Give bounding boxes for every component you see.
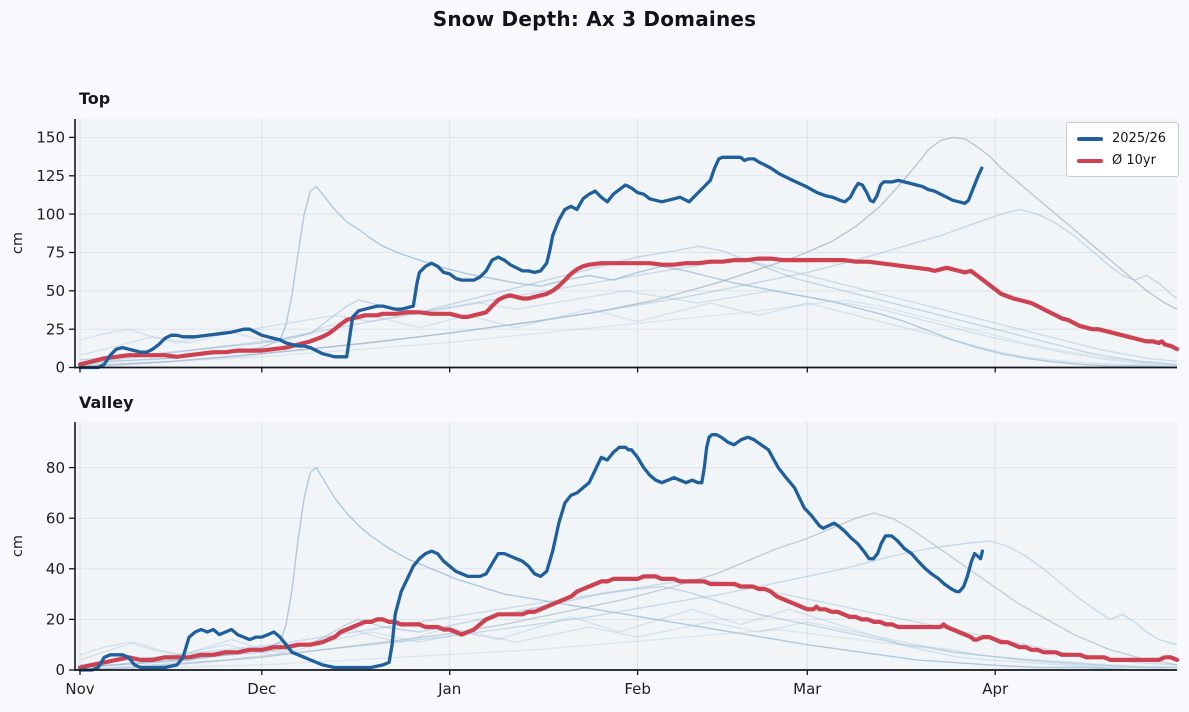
legend-label-10yr-average: Ø 10yr — [1112, 153, 1156, 168]
top-y-tick-label: 75 — [46, 244, 65, 262]
legend-item-2025-26: 2025/26 — [1077, 131, 1166, 146]
valley-panel-background — [75, 422, 1177, 670]
top-history-line — [79, 302, 1178, 367]
x-tick-label: Nov — [65, 680, 94, 698]
x-tick-label: Apr — [982, 680, 1009, 698]
valley-history-line — [79, 608, 1177, 669]
chart-title: Snow Depth: Ax 3 Domaines — [432, 7, 757, 31]
top-y-tick-label: 100 — [36, 205, 65, 223]
valley-gridlines — [75, 422, 1177, 670]
top-y-tick-label: 0 — [55, 359, 65, 377]
top-y-tick-label: 50 — [46, 282, 65, 300]
valley-y-tick-label: 0 — [55, 661, 65, 679]
legend-line-swatch-10yr-average — [1077, 158, 1103, 163]
legend: 2025/26 Ø 10yr — [1066, 122, 1180, 177]
top-history-line — [79, 245, 1178, 366]
valley-history-line — [79, 466, 1177, 671]
top-history-line — [79, 299, 1178, 367]
valley-history-line — [79, 540, 1178, 671]
y-axis-label-top: cm — [10, 231, 26, 255]
subplot-title-valley: Valley — [79, 393, 134, 412]
x-tick-label: Dec — [247, 680, 276, 698]
x-tick-label: Mar — [793, 680, 822, 698]
top-y-tick-label: 125 — [36, 167, 65, 185]
top-series-average — [77, 256, 1180, 367]
valley-history-line — [79, 578, 1178, 666]
top-history-line — [79, 208, 1178, 369]
valley-history-line — [79, 512, 1178, 671]
valley-history-line — [79, 628, 1178, 671]
legend-line-swatch-2025-26 — [1077, 136, 1103, 141]
top-series-current — [78, 155, 984, 370]
valley-y-tick-label: 20 — [46, 611, 65, 629]
top-history-lines — [79, 136, 1178, 369]
top-history-line — [79, 259, 1178, 364]
top-gridlines — [75, 119, 1177, 368]
valley-y-tick-label: 80 — [46, 459, 65, 477]
valley-y-tick-label: 60 — [46, 509, 65, 527]
legend-item-10yr-average: Ø 10yr — [1077, 153, 1166, 168]
valley-y-tick-label: 40 — [46, 560, 65, 578]
subplot-title-top: Top — [79, 89, 111, 108]
y-axis-label-valley: cm — [10, 534, 26, 558]
valley-history-line — [79, 585, 1177, 669]
legend-label-2025-26: 2025/26 — [1112, 131, 1167, 146]
top-history-line — [79, 290, 1178, 367]
top-y-tick-label: 25 — [46, 320, 65, 338]
valley-series-current — [78, 433, 985, 672]
top-y-tick-label: 150 — [36, 129, 65, 147]
x-tick-label: Feb — [624, 680, 651, 698]
valley-series-average — [77, 574, 1180, 670]
x-tick-label: Jan — [437, 680, 461, 698]
